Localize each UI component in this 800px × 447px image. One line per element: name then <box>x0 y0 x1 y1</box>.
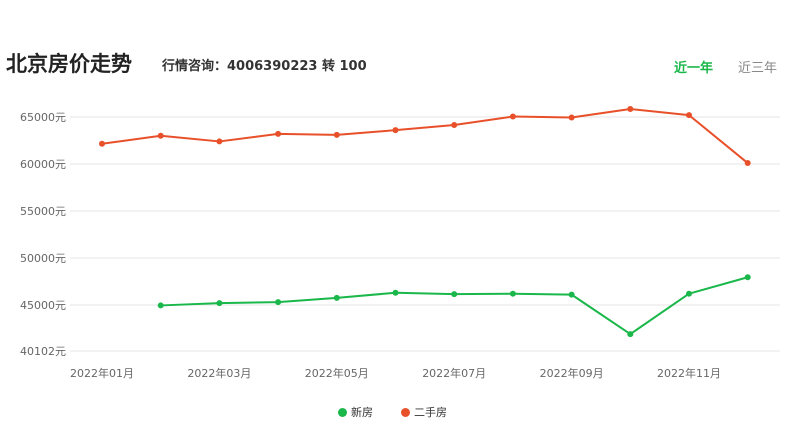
data-point-second-hand[interactable] <box>333 131 340 138</box>
x-tick-label: 2022年03月 <box>187 366 251 380</box>
x-tick-label: 2022年05月 <box>305 366 369 380</box>
chart-legend: 新房 二手房 <box>0 404 800 422</box>
legend-marker-second-hand <box>401 407 410 417</box>
data-point-new[interactable] <box>568 291 575 298</box>
legend-marker-new <box>338 407 347 417</box>
data-point-new[interactable] <box>392 289 399 296</box>
tab-one-year[interactable]: 近一年 <box>674 61 714 76</box>
y-tick-label: 45000元 <box>20 299 66 312</box>
x-tick-label: 2022年11月 <box>657 366 721 380</box>
data-point-new[interactable] <box>333 294 340 301</box>
data-point-second-hand[interactable] <box>509 113 516 120</box>
x-tick-label: 2022年07月 <box>422 366 486 380</box>
axis-labels: 40102元 45000元 50000元 55000元 60000元 65000元 2022… <box>20 111 721 380</box>
y-tick-label: 55000元 <box>20 205 66 218</box>
data-point-second-hand[interactable] <box>686 112 692 119</box>
data-point-second-hand[interactable] <box>451 121 458 128</box>
data-point-second-hand[interactable] <box>99 140 105 147</box>
series-lines <box>99 106 751 338</box>
legend-item-second-hand[interactable]: 二手房 <box>401 404 447 420</box>
y-tick-label: 60000元 <box>20 158 66 171</box>
data-point-second-hand[interactable] <box>157 132 164 139</box>
x-tick-label: 2022年09月 <box>540 366 604 380</box>
consult-hotline: 行情咨询：4006390223 转 100 <box>162 59 367 74</box>
legend-label-new: 新房 <box>351 406 373 419</box>
y-tick-label: 50000元 <box>20 252 66 265</box>
data-point-second-hand[interactable] <box>275 130 282 137</box>
y-tick-label: 40102元 <box>20 345 66 358</box>
data-point-second-hand[interactable] <box>744 160 751 167</box>
legend-item-new[interactable]: 新房 <box>338 404 373 420</box>
data-point-new[interactable] <box>509 290 516 297</box>
data-point-new[interactable] <box>451 291 458 298</box>
data-point-second-hand[interactable] <box>216 138 223 145</box>
series-line-second-hand <box>101 108 749 164</box>
data-point-new[interactable] <box>275 299 282 306</box>
grid-lines <box>70 116 780 352</box>
legend-label-second-hand: 二手房 <box>414 406 447 419</box>
page-title: 北京房价走势 <box>6 52 132 76</box>
y-tick-label: 65000元 <box>20 111 66 124</box>
data-point-second-hand[interactable] <box>392 127 399 134</box>
data-point-new[interactable] <box>686 290 692 297</box>
data-point-second-hand[interactable] <box>568 114 575 121</box>
data-point-new[interactable] <box>627 331 634 338</box>
series-line-new <box>160 276 748 336</box>
data-point-new[interactable] <box>744 274 751 281</box>
chart-header: 北京房价走势 行情咨询：4006390223 转 100 近一年 近三年 <box>0 0 800 90</box>
x-tick-label: 2022年01月 <box>70 366 134 380</box>
data-point-new[interactable] <box>157 302 164 309</box>
tab-three-years[interactable]: 近三年 <box>738 61 778 76</box>
data-point-new[interactable] <box>216 300 223 307</box>
data-point-second-hand[interactable] <box>627 106 634 113</box>
